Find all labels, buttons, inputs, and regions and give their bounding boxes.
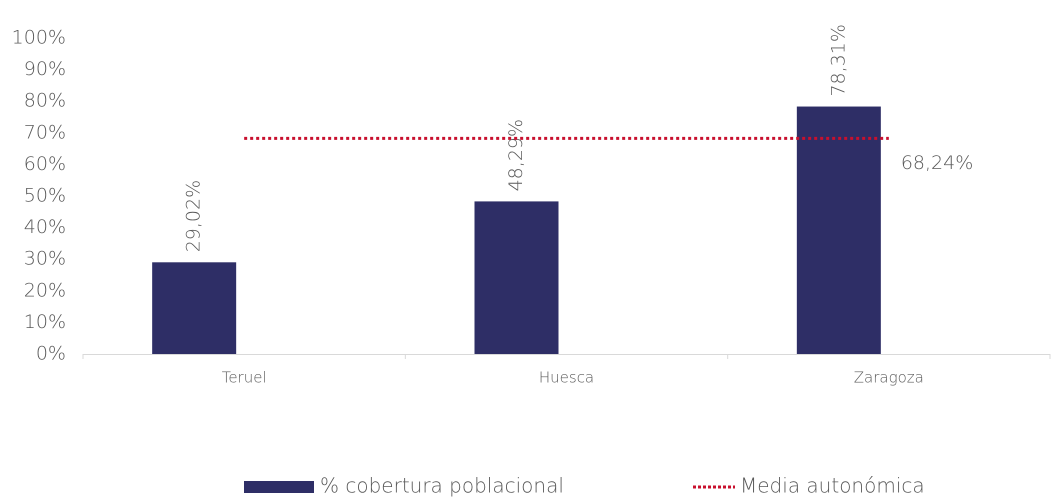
y-tick-label: 70% [24,121,66,143]
x-tick-label: Huesca [539,369,594,387]
bar [474,201,559,354]
x-tick-label: Teruel [222,369,267,387]
y-tick-label: 40% [24,216,66,238]
y-tick-label: 0% [36,343,66,365]
legend-label: Media autonómica [740,474,925,497]
bar [152,262,237,354]
y-tick-label: 30% [24,248,66,270]
x-tick-label: Zaragoza [854,369,924,387]
y-tick-label: 20% [24,279,66,301]
y-tick-label: 80% [24,90,66,112]
legend-label: % cobertura poblacional [320,474,564,497]
bar [796,106,881,354]
y-tick-label: 90% [24,58,66,80]
y-tick-label: 10% [24,311,66,333]
y-tick-label: 100% [12,27,66,49]
reference-label: 68,24% [901,152,973,174]
legend-swatch [244,481,314,493]
data-label: 29,02% [183,180,205,252]
y-tick-label: 50% [24,185,66,207]
y-tick-label: 60% [24,153,66,175]
data-label: 78,31% [827,24,849,96]
data-label: 48,29% [505,119,527,191]
